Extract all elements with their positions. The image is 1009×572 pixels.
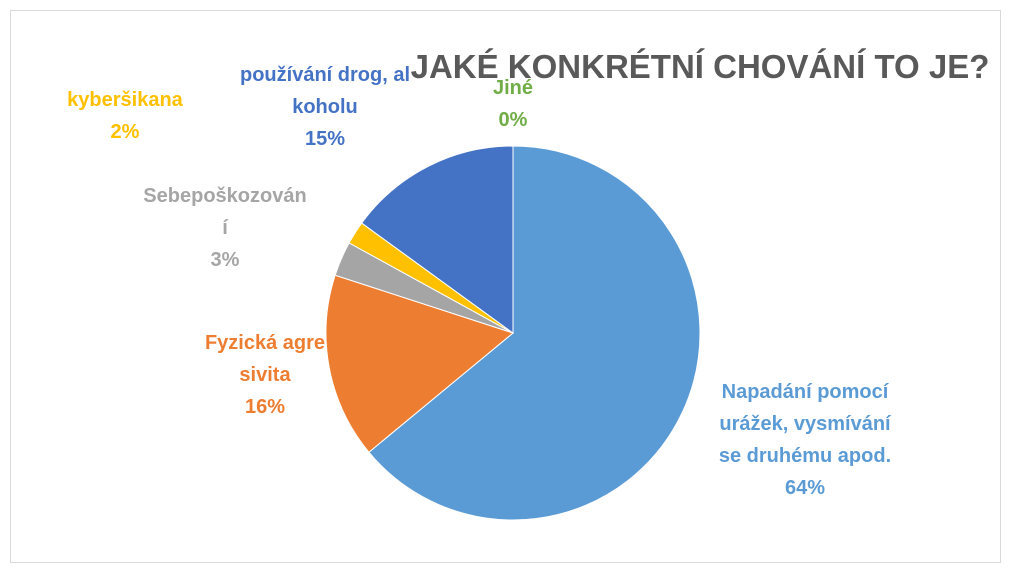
data-label: používání drog, alkoholu 15%: [235, 59, 415, 155]
slice-name: používání drog, alkoholu: [239, 64, 410, 118]
data-label: Fyzická agresivita 16%: [200, 327, 330, 423]
data-label: Jiné 0%: [473, 72, 553, 136]
slice-name: Sebepoškozování: [143, 185, 307, 239]
slice-name: Napadání pomocí urážek, vysmívání se dru…: [718, 381, 892, 467]
slice-value: 2%: [110, 121, 140, 143]
slice-name: kyberšikana: [67, 89, 183, 111]
pie-slice: [325, 274, 515, 453]
slice-value: 64%: [784, 477, 826, 499]
slice-value: 15%: [304, 128, 346, 150]
pie-slice: [361, 145, 514, 334]
pie-slice: [368, 145, 701, 521]
data-label: Napadání pomocí urážek, vysmívání se dru…: [715, 376, 895, 504]
data-label: kyberšikana 2%: [45, 84, 205, 148]
slice-name: Fyzická agresivita: [204, 332, 326, 386]
slice-name: Jiné: [492, 77, 534, 99]
frame: [10, 10, 1001, 563]
data-label: Sebepoškozování 3%: [141, 180, 309, 276]
slice-value: 0%: [498, 109, 528, 131]
chart-title: JAKÉ KONKRÉTNÍ CHOVÁNÍ TO JE?: [410, 48, 990, 85]
slice-value: 16%: [244, 396, 286, 418]
slice-value: 3%: [210, 249, 240, 271]
